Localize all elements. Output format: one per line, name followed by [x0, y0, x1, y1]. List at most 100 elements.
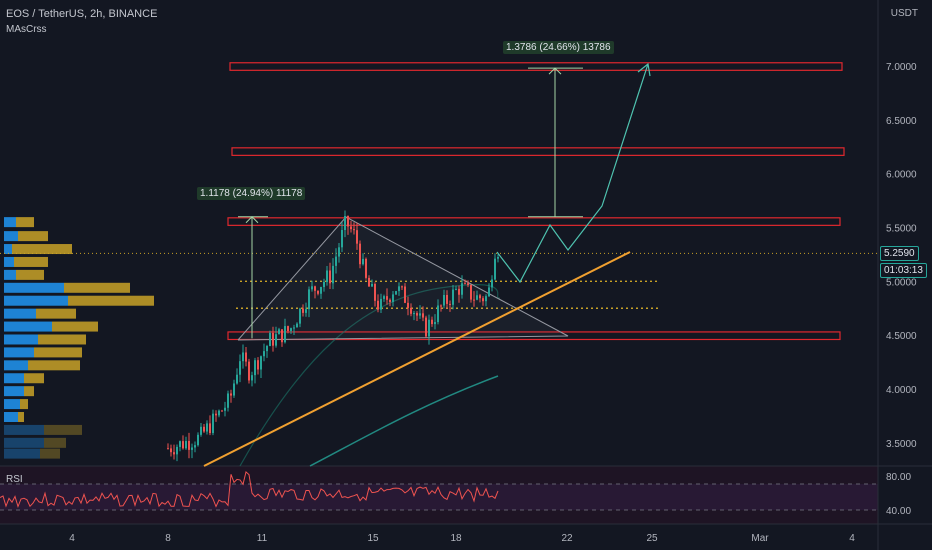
volume-sell-bar	[16, 269, 44, 280]
resistance-zone-0	[229, 62, 843, 71]
candle-body	[464, 283, 466, 285]
price-tick-5: 4.5000	[886, 331, 917, 342]
candle-body	[392, 294, 394, 302]
candle-body	[269, 332, 271, 347]
candle-body	[311, 286, 313, 290]
candle-body	[293, 327, 295, 329]
volume-sell-bar	[24, 373, 44, 384]
candle-body	[374, 283, 376, 301]
candle-body	[365, 258, 367, 278]
candle-body	[176, 446, 178, 455]
volume-sell-bar	[64, 282, 130, 293]
candle-body	[257, 360, 259, 370]
candle-body	[284, 326, 286, 343]
time-tick-0: 4	[69, 533, 75, 544]
indicator-label: MAsCrss	[6, 24, 47, 35]
candle-body	[281, 329, 283, 343]
candle-body	[422, 313, 424, 318]
candle-body	[401, 286, 403, 288]
price-tick-3: 5.5000	[886, 224, 917, 235]
last-price-badge: 5.2590	[880, 246, 919, 261]
candle-body	[449, 303, 451, 305]
candle-body	[323, 281, 325, 288]
candle-body	[209, 423, 211, 434]
volume-sell-bar	[40, 448, 60, 459]
candle-body	[410, 307, 412, 314]
volume-sell-bar	[36, 308, 76, 319]
candle-body	[377, 300, 379, 310]
volume-buy-bar	[4, 321, 52, 332]
candle-body	[236, 374, 238, 384]
candle-body	[434, 322, 436, 325]
time-tick-5: 22	[561, 533, 573, 544]
candle-body	[317, 290, 319, 294]
candle-body	[494, 258, 496, 280]
ascending-trendline	[203, 251, 631, 467]
candle-body	[479, 295, 481, 299]
price-tick-4: 5.0000	[886, 277, 917, 288]
candle-body	[368, 277, 370, 287]
time-tick-2: 11	[257, 533, 268, 544]
candle-body	[230, 393, 232, 396]
volume-sell-bar	[68, 295, 154, 306]
candle-body	[455, 288, 457, 290]
candle-body	[497, 257, 499, 259]
time-tick-4: 18	[450, 533, 462, 544]
candle-body	[287, 326, 289, 331]
candle-body	[191, 447, 193, 450]
candle-body	[398, 286, 400, 292]
volume-buy-bar	[4, 244, 12, 255]
candle-body	[173, 452, 175, 455]
candle-body	[404, 286, 406, 303]
candle-body	[413, 313, 415, 315]
candle-body	[167, 448, 169, 450]
volume-buy-bar	[4, 386, 24, 397]
candle-body	[242, 352, 244, 362]
candle-body	[290, 328, 292, 331]
volume-sell-bar	[44, 424, 82, 435]
candle-body	[440, 305, 442, 307]
volume-sell-bar	[18, 412, 24, 423]
candle-body	[233, 383, 235, 396]
candle-body	[215, 413, 217, 416]
volume-buy-bar	[4, 256, 14, 267]
time-tick-8: 4	[849, 533, 855, 544]
volume-buy-bar	[4, 282, 64, 293]
candle-body	[344, 215, 346, 231]
candle-body	[485, 296, 487, 302]
candle-body	[221, 410, 223, 412]
projection-path	[496, 63, 649, 284]
candle-body	[419, 313, 421, 316]
measure-arrowhead-2	[548, 67, 562, 75]
measure-label-1: 1.1178 (24.94%) 11178	[197, 187, 306, 200]
candle-body	[452, 289, 454, 305]
candle-body	[470, 284, 472, 300]
candle-body	[473, 299, 475, 301]
candle-body	[407, 302, 409, 308]
candle-body	[362, 258, 364, 265]
candle-body	[425, 317, 427, 337]
price-tick-7: 3.5000	[886, 439, 917, 450]
candle-body	[296, 323, 298, 328]
candle-body	[437, 305, 439, 323]
candle-body	[194, 445, 196, 448]
volume-buy-bar	[4, 308, 36, 319]
time-tick-7: Mar	[751, 533, 769, 544]
time-tick-1: 8	[165, 533, 171, 544]
candle-body	[371, 283, 373, 287]
price-tick-2: 6.0000	[886, 170, 917, 181]
candle-body	[332, 265, 334, 284]
candle-body	[200, 426, 202, 435]
symbol-title: EOS / TetherUS, 2h, BINANCE	[6, 8, 158, 20]
candle-body	[347, 215, 349, 227]
candle-body	[461, 283, 463, 295]
rsi-line	[0, 470, 499, 509]
candle-body	[182, 441, 184, 449]
volume-buy-bar	[4, 269, 16, 280]
candle-body	[383, 296, 385, 299]
candle-body	[482, 298, 484, 302]
candle-body	[356, 230, 358, 244]
volume-sell-bar	[38, 334, 86, 345]
candle-body	[203, 426, 205, 432]
